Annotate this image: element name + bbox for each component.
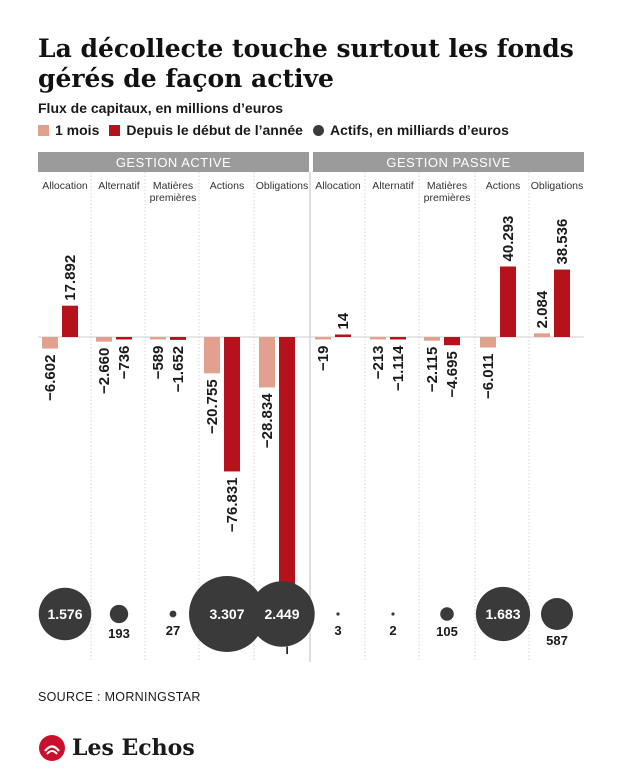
bar-one-month	[315, 337, 331, 340]
bar-ytd	[335, 334, 351, 337]
bar-ytd	[554, 269, 570, 337]
legend: 1 mois Depuis le début de l’année Actifs…	[38, 122, 519, 138]
bar-ytd	[500, 266, 516, 337]
bar-one-month	[259, 337, 275, 388]
asset-circle	[169, 610, 177, 618]
bar-one-month-value-label: −2.660	[96, 348, 113, 394]
bar-ytd-value-label: 38.536	[554, 219, 571, 265]
bar-one-month-value-label: 2.084	[534, 290, 551, 328]
bar-one-month	[96, 337, 112, 342]
asset-circle	[109, 604, 129, 624]
bar-one-month	[204, 337, 220, 374]
asset-circle	[440, 607, 454, 621]
category-label: Allocation	[315, 180, 361, 192]
legend-item-ytd: Depuis le début de l’année	[109, 122, 303, 138]
category-label: premières	[424, 192, 471, 204]
bar-ytd-value-label: −4.695	[444, 351, 461, 397]
asset-value-label: 3	[334, 623, 341, 638]
legend-item-assets: Actifs, en milliards d’euros	[312, 122, 509, 138]
source-note: SOURCE : MORNINGSTAR	[38, 690, 201, 704]
asset-value-label: 587	[546, 633, 568, 648]
asset-value-label: 105	[436, 624, 458, 639]
category-label: Alternatif	[98, 180, 140, 192]
asset-circle	[38, 587, 92, 641]
group-header-label-1: GESTION PASSIVE	[386, 155, 510, 170]
bar-ytd-value-label: −76.831	[224, 477, 241, 532]
category-label: Matières	[153, 180, 193, 192]
category-label: Obligations	[256, 180, 309, 192]
category-label: premières	[150, 192, 197, 204]
bar-ytd-value-label: 40.293	[500, 216, 517, 262]
bar-one-month	[480, 337, 496, 348]
chart-subtitle: Flux de capitaux, en millions d’euros	[38, 100, 284, 116]
legend-item-one-month: 1 mois	[38, 122, 99, 138]
bar-ytd-value-label: −736	[116, 346, 133, 380]
legend-label-assets: Actifs, en milliards d’euros	[329, 122, 509, 138]
asset-circle	[189, 576, 265, 652]
bar-ytd-value-label: 14	[335, 312, 352, 329]
asset-value-label: 193	[108, 626, 130, 641]
bar-ytd	[62, 305, 78, 337]
bar-one-month-value-label: −20.755	[204, 379, 221, 434]
bar-ytd	[116, 337, 132, 340]
legend-swatch-ytd	[109, 124, 121, 136]
brand: Les Echos	[38, 734, 195, 762]
category-label: Alternatif	[372, 180, 414, 192]
bar-one-month-value-label: −6.011	[480, 354, 497, 399]
bar-one-month-value-label: −2.115	[424, 347, 441, 392]
asset-circle	[391, 612, 395, 616]
asset-value-label: 2	[389, 623, 396, 638]
asset-value-label: 27	[166, 623, 180, 638]
bar-ytd	[224, 337, 240, 472]
bar-one-month	[534, 333, 550, 337]
legend-dot-assets	[312, 124, 324, 136]
bar-ytd	[279, 337, 295, 586]
chart-area: GESTION ACTIVE GESTION PASSIVE Allocation −…	[38, 152, 584, 662]
bar-one-month	[42, 337, 58, 349]
bar-ytd	[390, 337, 406, 340]
bar-one-month-value-label: −28.834	[259, 393, 276, 448]
asset-value-label: 2.449	[264, 606, 299, 622]
bar-one-month-value-label: −213	[370, 346, 387, 380]
legend-label-ytd: Depuis le début de l’année	[126, 122, 303, 138]
brand-name: Les Echos	[72, 735, 195, 761]
bar-ytd-value-label: −1.652	[170, 346, 187, 392]
category-label: Obligations	[531, 180, 584, 192]
bar-ytd	[444, 337, 460, 346]
group-header-bg-1	[313, 152, 584, 172]
bar-ytd	[170, 337, 186, 340]
les-echos-logo-icon	[39, 735, 65, 761]
bar-one-month	[150, 337, 166, 340]
bar-one-month-value-label: −19	[315, 346, 332, 371]
asset-value-label: 1.683	[485, 606, 520, 622]
asset-circle	[475, 586, 531, 642]
bar-one-month-value-label: −589	[150, 346, 167, 380]
legend-label-one-month: 1 mois	[55, 122, 100, 138]
bar-one-month	[370, 337, 386, 340]
group-header-label-0: GESTION ACTIVE	[116, 155, 231, 170]
bar-one-month-value-label: −6.602	[42, 355, 59, 401]
bar-ytd-value-label: 17.892	[62, 255, 79, 301]
bar-one-month	[424, 337, 440, 341]
chart-title: La décollecte touche surtout les fonds g…	[38, 34, 574, 93]
asset-value-label: 1.576	[47, 606, 82, 622]
category-label: Actions	[210, 180, 244, 192]
bar-ytd-value-label: −1.114	[390, 345, 407, 391]
category-label: Matières	[427, 180, 467, 192]
group-header-bg-0	[38, 152, 309, 172]
category-label: Actions	[486, 180, 520, 192]
asset-circle	[540, 597, 574, 631]
category-label: Allocation	[42, 180, 88, 192]
legend-swatch-one-month	[38, 124, 49, 136]
asset-circle	[336, 612, 340, 616]
asset-circle	[249, 581, 315, 647]
asset-value-label: 3.307	[209, 606, 244, 622]
